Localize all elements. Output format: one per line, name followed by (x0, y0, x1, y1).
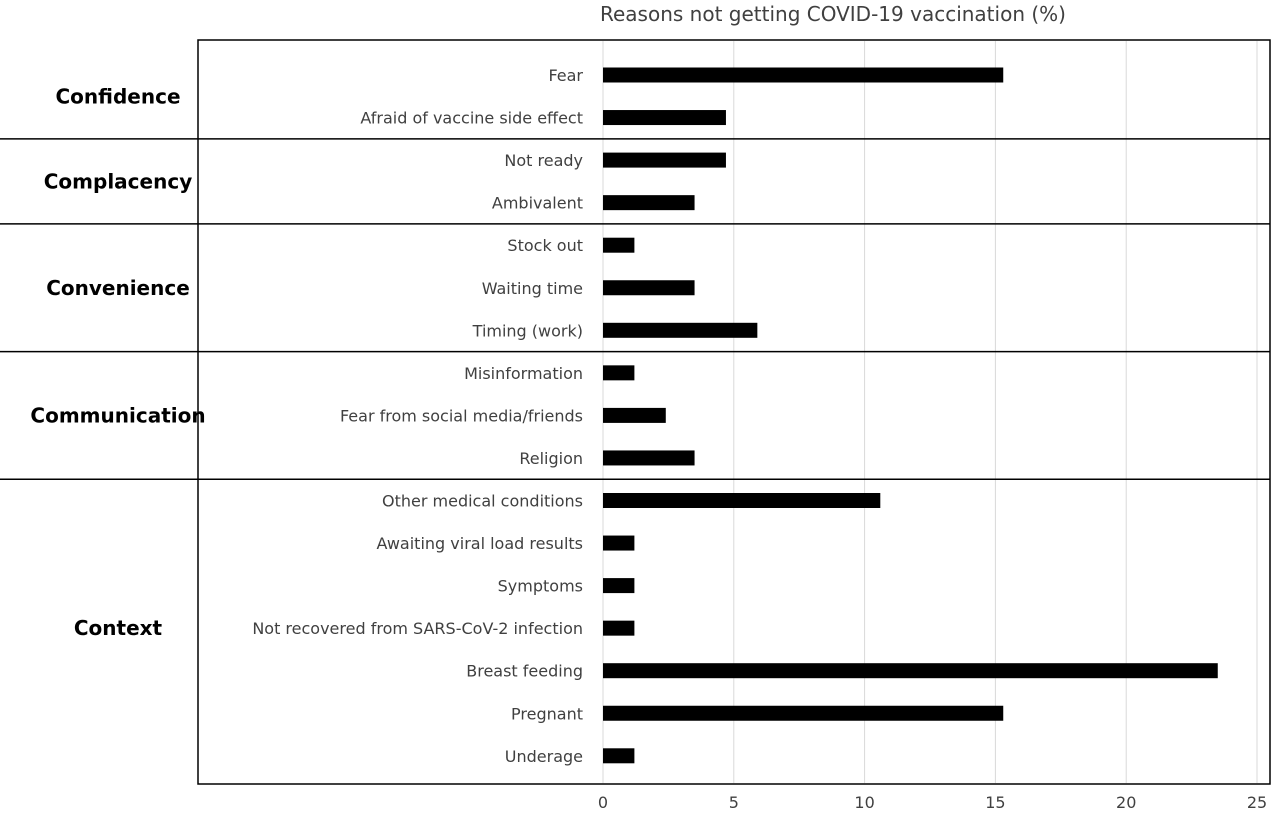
category-label: Fear (548, 66, 583, 85)
group-label: Confidence (55, 84, 180, 108)
bar (603, 67, 1004, 83)
category-label: Underage (505, 747, 583, 766)
bar (603, 748, 635, 764)
plot-frame (197, 39, 1271, 785)
category-label: Afraid of vaccine side effect (360, 109, 583, 128)
bar (603, 365, 635, 381)
category-label: Pregnant (511, 704, 583, 723)
bar (603, 280, 695, 296)
bar (603, 152, 726, 168)
x-tick-label: 10 (854, 793, 874, 812)
bar (603, 195, 695, 211)
bar (603, 705, 1004, 721)
category-label: Not ready (504, 151, 583, 170)
group-label: Context (74, 616, 163, 640)
x-tick-label: 25 (1247, 793, 1267, 812)
bar (603, 493, 881, 508)
category-label: Religion (519, 449, 583, 468)
bar (603, 620, 635, 636)
bar (603, 237, 635, 253)
category-label: Waiting time (482, 279, 583, 298)
category-label: Stock out (507, 236, 583, 255)
bar (603, 578, 635, 594)
category-label: Timing (work) (472, 321, 583, 340)
x-tick-label: 20 (1116, 793, 1136, 812)
group-label: Communication (30, 403, 205, 427)
chart-title: Reasons not getting COVID-19 vaccination… (600, 2, 1066, 26)
category-label: Ambivalent (492, 194, 583, 213)
x-tick-label: 0 (598, 793, 608, 812)
category-label: Fear from social media/friends (340, 406, 583, 425)
bar (603, 535, 635, 551)
bar (603, 407, 666, 423)
group-label: Convenience (46, 276, 190, 300)
x-tick-label: 15 (985, 793, 1005, 812)
category-label: Breast feeding (466, 662, 583, 681)
bar (603, 450, 695, 466)
category-label: Misinformation (464, 364, 583, 383)
category-label: Awaiting viral load results (377, 534, 583, 553)
bar (603, 663, 1218, 679)
bar (603, 110, 726, 126)
category-label: Other medical conditions (382, 492, 583, 511)
category-label: Not recovered from SARS-CoV-2 infection (252, 619, 583, 638)
bar (603, 322, 758, 338)
x-tick-label: 5 (729, 793, 739, 812)
category-label: Symptoms (498, 577, 583, 596)
group-label: Complacency (44, 169, 192, 193)
